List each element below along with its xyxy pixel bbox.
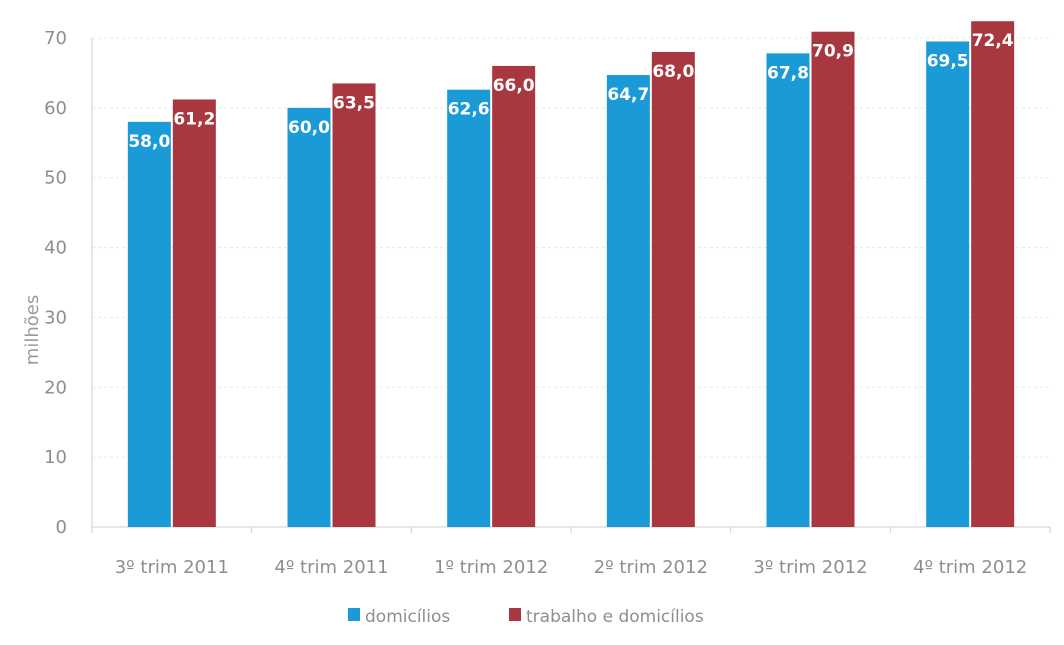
bar-trabalho-e-domicilios [172, 99, 216, 527]
y-axis-title: milhões [22, 295, 43, 365]
y-tick-label: 50 [44, 168, 67, 189]
bar-value-label: 72,4 [972, 31, 1014, 51]
bar-value-label: 70,9 [812, 42, 854, 62]
bar-domicilios [127, 121, 171, 527]
y-tick-label: 0 [56, 517, 67, 538]
axes: 0 10 20 30 40 50 60 70 3º trim 2011 4º trim 2011 1… [44, 28, 1051, 578]
bar-trabalho-e-domicilios [971, 21, 1015, 528]
bar-value-label: 58,0 [128, 132, 170, 152]
bar-domicilios [766, 53, 810, 528]
legend: domicílios trabalho e domicílios [348, 607, 704, 627]
bar-value-label: 67,8 [767, 63, 809, 83]
bar-value-label: 60,0 [288, 118, 330, 138]
x-tick-label: 3º trim 2012 [753, 557, 867, 578]
y-tick-label: 10 [44, 447, 67, 468]
gridlines [92, 37, 1050, 458]
data-labels: 58,061,2 60,063,5 62,666,0 64,768,0 67,870,9… [128, 31, 1013, 152]
y-tick-label: 70 [44, 28, 67, 49]
legend-label: domicílios [365, 607, 450, 627]
x-tick-label: 4º trim 2012 [913, 557, 1027, 578]
bar-trabalho-e-domicilios [651, 51, 695, 527]
bar-trabalho-e-domicilios [811, 31, 855, 527]
bar-trabalho-e-domicilios [332, 83, 376, 528]
y-tick-label: 30 [44, 307, 67, 328]
y-tick-label: 60 [44, 98, 67, 119]
bar-value-label: 61,2 [173, 109, 215, 129]
x-tick-label: 1º trim 2012 [434, 557, 548, 578]
bar-value-label: 64,7 [607, 85, 649, 105]
bar-value-label: 63,5 [333, 93, 375, 113]
y-tick-label: 40 [44, 238, 67, 259]
bar-value-label: 69,5 [927, 51, 969, 71]
bar-trabalho-e-domicilios [492, 65, 536, 527]
bar-value-label: 62,6 [448, 100, 490, 120]
bar-domicilios [447, 89, 491, 528]
bar-domicilios [606, 75, 650, 527]
bar-domicilios [926, 41, 970, 527]
y-tick-label: 20 [44, 377, 67, 398]
x-tick-label: 4º trim 2011 [274, 557, 388, 578]
legend-swatch [509, 608, 521, 621]
bar-value-label: 66,0 [493, 76, 535, 96]
legend-label: trabalho e domicílios [526, 607, 704, 627]
bar-value-label: 68,0 [652, 62, 694, 82]
x-tick-label: 2º trim 2012 [594, 557, 708, 578]
legend-swatch [348, 608, 360, 621]
bar-domicilios [287, 107, 331, 527]
bars [127, 21, 1015, 528]
x-tick-label: 3º trim 2011 [115, 557, 229, 578]
